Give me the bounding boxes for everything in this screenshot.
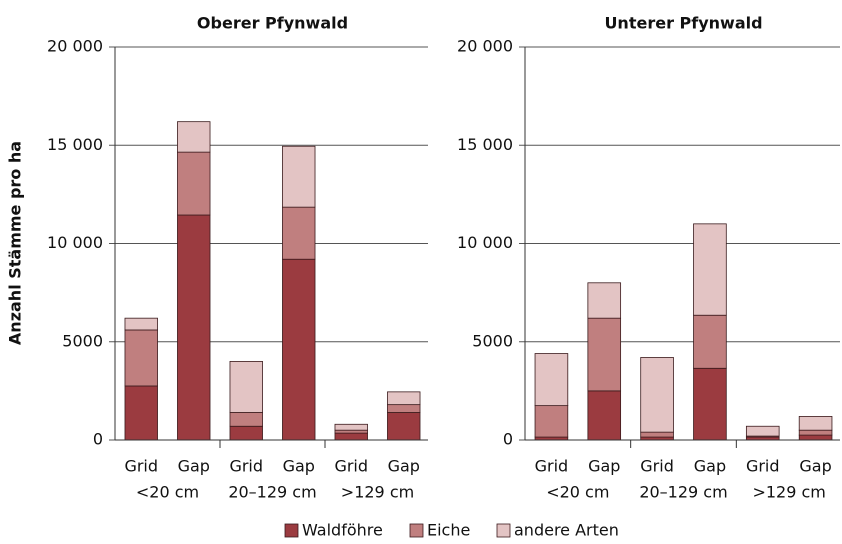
y-tick-label: 20 000 bbox=[47, 37, 103, 56]
x-tick-label: Grid bbox=[229, 457, 263, 476]
y-tick-label: 10 000 bbox=[47, 233, 103, 252]
y-tick-label: 5000 bbox=[472, 331, 513, 350]
bar-segment bbox=[534, 353, 569, 407]
bar-segment bbox=[334, 432, 368, 441]
legend-swatch bbox=[409, 523, 424, 538]
legend-label: Eiche bbox=[427, 521, 470, 540]
bar-segment bbox=[282, 258, 316, 441]
legend-swatch bbox=[496, 523, 511, 538]
y-axis-label: Anzahl Stämme pro ha bbox=[6, 141, 25, 345]
bar-segment bbox=[124, 385, 158, 441]
bar-segment bbox=[334, 429, 368, 434]
y-tick-label: 10 000 bbox=[457, 233, 513, 252]
x-tick-label: Grid bbox=[746, 457, 780, 476]
y-tick-label: 0 bbox=[503, 430, 513, 449]
x-tick-label: Grid bbox=[124, 457, 158, 476]
x-tick-label: Gap bbox=[388, 457, 420, 476]
group-label: <20 cm bbox=[546, 483, 609, 502]
bar-segment bbox=[334, 423, 368, 431]
bar-segment bbox=[534, 405, 569, 438]
bar-segment bbox=[282, 145, 316, 208]
bar-segment bbox=[745, 425, 780, 437]
legend-label: Waldföhre bbox=[302, 521, 383, 540]
bar-segment bbox=[693, 314, 727, 369]
bar-segment bbox=[229, 360, 263, 413]
group-label: 20–129 cm bbox=[228, 483, 316, 502]
bar-segment bbox=[387, 412, 421, 441]
y-tick-label: 0 bbox=[93, 430, 103, 449]
x-tick-label: Gap bbox=[694, 457, 726, 476]
x-tick-label: Gap bbox=[283, 457, 315, 476]
bar-segment bbox=[798, 434, 833, 441]
bar-segment bbox=[229, 412, 263, 427]
chart-title: Unterer Pfynwald bbox=[604, 14, 762, 33]
x-tick-label: Grid bbox=[535, 457, 569, 476]
bar-segment bbox=[387, 391, 421, 406]
bar-segment bbox=[798, 416, 833, 431]
bar-segment bbox=[640, 357, 674, 433]
x-tick-label: Grid bbox=[640, 457, 674, 476]
y-tick-label: 15 000 bbox=[457, 135, 513, 154]
bar-segment bbox=[177, 151, 211, 216]
bar-segment bbox=[124, 317, 158, 331]
bar-segment bbox=[229, 425, 263, 441]
bar-segment bbox=[124, 329, 158, 387]
bar-segment bbox=[387, 404, 421, 413]
bar-segment bbox=[798, 429, 833, 436]
x-tick-label: Grid bbox=[334, 457, 368, 476]
bar-segment bbox=[177, 121, 211, 153]
bar-segment bbox=[693, 367, 727, 441]
bar-segment bbox=[587, 317, 622, 392]
bar-segment bbox=[282, 206, 316, 260]
legend-label: andere Arten bbox=[514, 521, 619, 540]
group-label: 20–129 cm bbox=[639, 483, 727, 502]
x-tick-label: Gap bbox=[178, 457, 210, 476]
legend-swatch bbox=[284, 523, 299, 538]
bar-segment bbox=[587, 390, 622, 441]
y-tick-label: 15 000 bbox=[47, 135, 103, 154]
group-label: >129 cm bbox=[752, 483, 825, 502]
y-tick-label: 5000 bbox=[62, 331, 103, 350]
x-tick-label: Gap bbox=[799, 457, 831, 476]
bar-segment bbox=[587, 282, 622, 319]
group-label: >129 cm bbox=[341, 483, 414, 502]
bar-segment bbox=[640, 431, 674, 438]
bar-segment bbox=[177, 214, 211, 441]
group-label: <20 cm bbox=[136, 483, 199, 502]
x-tick-label: Gap bbox=[588, 457, 620, 476]
y-tick-label: 20 000 bbox=[457, 37, 513, 56]
bar-segment bbox=[693, 223, 727, 316]
chart-title: Oberer Pfynwald bbox=[197, 14, 348, 33]
